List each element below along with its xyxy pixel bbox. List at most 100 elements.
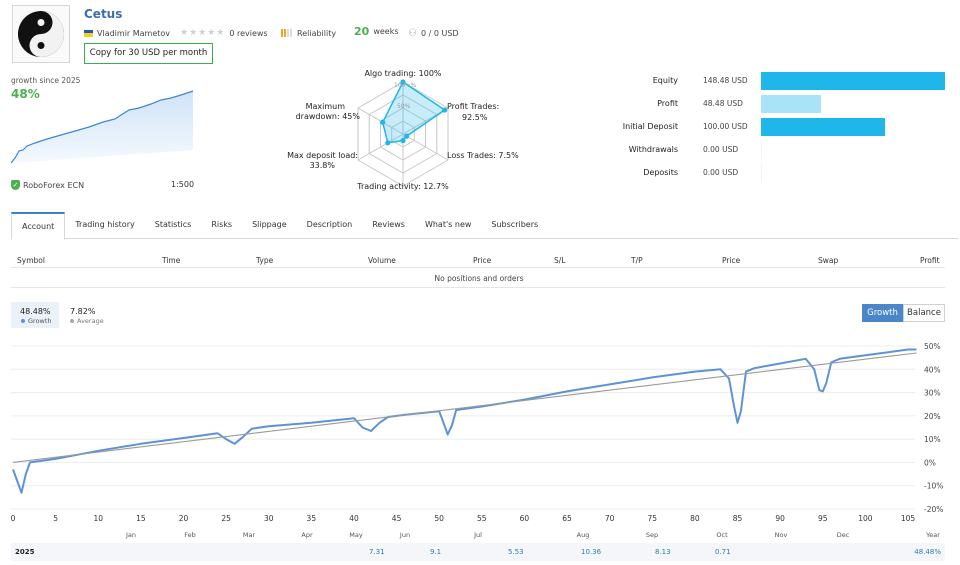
reviews-row[interactable]: ★★★★★ 0 reviews [180,28,268,38]
ukraine-flag-icon [84,29,93,37]
monthly-value-0: 7.31 [369,548,385,556]
tab-what-s-new[interactable]: What's new [424,220,472,229]
signal-title[interactable]: Cetus [84,7,123,21]
reviews-count[interactable]: 0 reviews [229,28,268,38]
tab-subscribers[interactable]: Subscribers [491,220,539,229]
month-label: Dec [837,531,850,539]
x-tick-label: 45 [392,514,402,523]
subscribers-row: ⚇ 0 / 0 USD [408,27,459,39]
x-tick-label: 85 [733,514,743,523]
tab-risks[interactable]: Risks [211,220,233,229]
radar-point-deposit [385,140,391,146]
radar-label-loss: Loss Trades: 7.5% [447,151,519,160]
radar-point-loss [404,133,410,139]
stat-label-1: Profit [657,99,678,108]
author-name[interactable]: Vladimir Mametov [97,28,171,38]
signal-tabs: Account Trading history Statistics Risks Sli… [11,212,958,240]
x-tick-label: 70 [605,514,615,523]
tab-account[interactable]: Account [11,212,66,240]
legend-growth[interactable]: 48.48% Growth [11,302,59,328]
stat-bar-0 [761,72,945,90]
radar-label-deposit-value: 33.8% [310,161,336,170]
x-tick-label: 55 [477,514,487,523]
legend-growth-value: 48.48% [20,307,51,316]
tab-statistics[interactable]: Statistics [154,220,192,229]
x-tick-label: 5 [53,514,58,523]
stat-value-4: 0.00 USD [703,168,739,177]
y-tick-label: 40% [924,365,941,374]
average-dot-icon [70,319,74,323]
tab-reviews[interactable]: Reviews [372,220,405,229]
stat-label-4: Deposits [643,168,678,177]
growth-toggle-button[interactable]: Growth [862,304,903,322]
stat-label-3: Withdrawals [628,145,678,154]
month-label: Feb [184,531,196,539]
month-label: Jan [125,531,136,539]
subscribers-icon: ⚇ [408,27,417,39]
x-tick-label: 65 [562,514,572,523]
x-tick-label: 40 [349,514,359,523]
radar-label-profit: Profit Trades: [447,102,499,111]
x-tick-label: 30 [264,514,274,523]
radar-axis-deposit [357,133,404,161]
monthly-total: 48.48% [914,548,941,556]
x-tick-label: 15 [136,514,146,523]
copy-signal-button[interactable]: Copy for 30 USD per month [84,43,213,64]
broker-row[interactable]: ✓ RoboForex ECN [11,180,84,190]
growth-value: 48% [11,87,40,101]
broker-name[interactable]: RoboForex ECN [23,180,85,190]
positions-col-5: S/L [554,256,566,265]
stat-value-0: 148.48 USD [703,76,748,85]
positions-col-7: Price [722,256,741,265]
x-tick-label: 50 [434,514,444,523]
tab-trading-history[interactable]: Trading history [75,220,135,229]
positions-col-9: Profit [920,256,940,265]
legend-average[interactable]: 7.82% Average [64,302,112,328]
y-tick-label: 50% [924,342,941,351]
radar-label-algo: Algo trading: 100% [364,69,441,78]
reliability-label: Reliability [297,28,337,38]
x-tick-label: 0 [11,514,16,523]
x-tick-label: 75 [648,514,658,523]
stat-bar-4 [761,164,762,182]
positions-bottom-divider [11,287,945,288]
rating-stars-icon: ★★★★★ [180,28,226,38]
reliability-bars-icon [281,29,292,37]
stat-value-3: 0.00 USD [703,145,739,154]
month-label: Year [925,531,940,539]
positions-col-3: Volume [368,256,396,265]
x-tick-label: 100 [858,514,873,523]
mini-chart-area [11,91,193,163]
y-tick-label: -10% [924,482,943,491]
radar-point-activity [400,138,406,144]
radar-point-drawdown [380,119,386,125]
stat-value-1: 48.48 USD [703,99,743,108]
month-label: Oct [716,531,728,539]
y-tick-label: -20% [924,505,943,514]
tab-description[interactable]: Description [306,220,353,229]
stat-bar-2 [761,118,885,136]
balance-toggle-button[interactable]: Balance [903,304,945,322]
y-tick-label: 0% [924,458,936,467]
radar-scale-mid: 50% [397,103,411,110]
growth-chart: 50% 40% 30% 20% 10% 0% -10% -20% 0 5 10 15 20 25 30 35 4… [11,342,944,539]
tab-slippage[interactable]: Slippage [252,220,287,229]
author-row: Vladimir Mametov [84,28,170,38]
radar-scale-max: 100+% [394,82,416,89]
growth-dot-icon [21,319,25,323]
positions-col-6: T/P [631,256,643,265]
monthly-value-5: 0.71 [715,548,731,556]
monthly-year: 2025 [15,548,35,556]
radar-label-drawdown-value: drawdown: 45% [296,112,361,121]
month-label: May [349,531,363,539]
signal-avatar [12,5,70,63]
radar-point-profit [442,107,448,113]
positions-col-0: Symbol [17,256,45,265]
leverage-value: 1:500 [171,180,195,189]
positions-col-4: Price [473,256,492,265]
month-label: Apr [301,531,313,539]
month-label: Jun [399,531,410,539]
radar-label-profit-value: 92.5% [462,113,488,122]
y-tick-label: 20% [924,412,941,421]
x-tick-label: 25 [221,514,231,523]
